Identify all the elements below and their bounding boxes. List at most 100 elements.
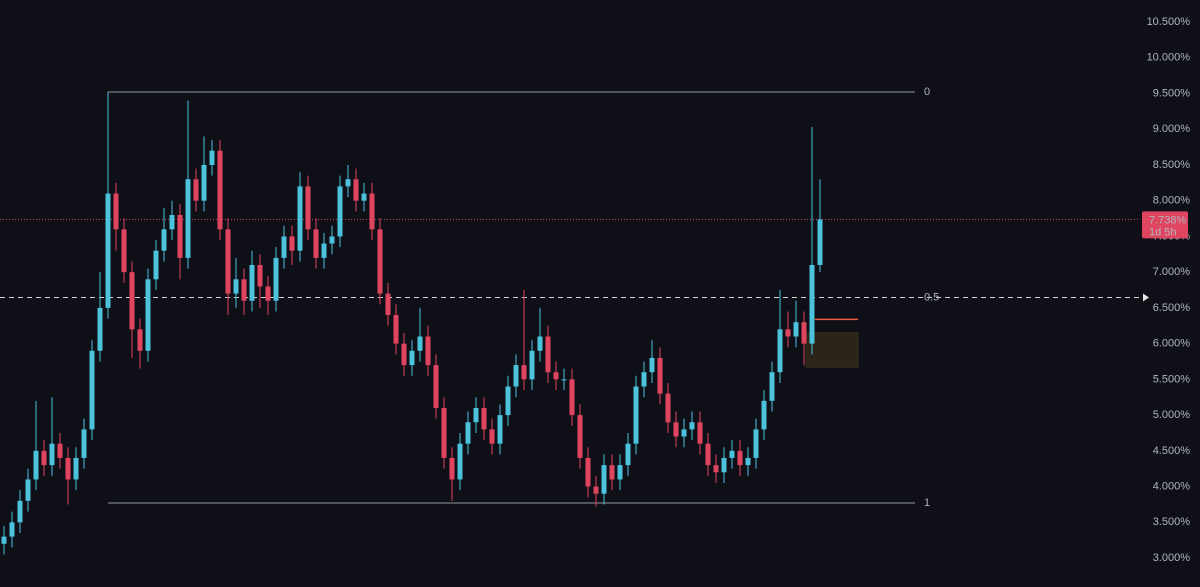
candle-body [321,243,327,258]
y-tick-label: 7.000% [1153,266,1191,278]
candle-body [9,522,15,537]
y-tick-label: 5.000% [1153,409,1191,421]
candle-body [369,193,375,230]
candle-body [761,400,767,430]
candle-body [553,372,559,380]
candle-body [81,429,87,458]
candle-body [537,336,543,351]
candle-body [609,465,615,480]
candle-body [409,350,415,366]
candle-body [633,386,639,444]
candle-body [193,179,199,201]
candle-body [713,465,719,473]
candle-body [177,214,183,258]
candle-body [249,265,255,301]
y-tick-label: 10.000% [1147,52,1191,64]
candle-body [137,329,143,351]
candle-body [41,450,47,466]
candle-body [129,272,135,330]
candle-body [345,179,351,187]
candle-body [441,407,447,458]
level-arrow [1143,293,1149,302]
candle-body [185,179,191,258]
y-tick-label: 5.500% [1153,373,1191,385]
candle-body [377,229,383,294]
candle-body [569,379,575,416]
candle-body [625,443,631,466]
candle-body [153,250,159,280]
candle-body [425,336,431,366]
candle-body [705,443,711,466]
candle-body [529,350,535,380]
candle-body [649,357,655,373]
candle-body [417,336,423,351]
candle-body [673,422,679,437]
candle-body [209,150,215,165]
candle-body [513,365,519,387]
candle-body [497,415,503,444]
candle-body [617,465,623,480]
candle-body [329,236,335,244]
candle-body [721,457,727,473]
candle-body [297,186,303,251]
candle-body [33,450,39,480]
candle-body [473,407,479,423]
candle-body [577,415,583,458]
candle-body [657,357,663,394]
zone [805,332,859,368]
candle-body [777,329,783,373]
level-label: 0.5 [924,291,939,303]
candle-body [121,229,127,273]
candle-body [665,393,671,423]
candle-body [785,329,791,337]
price-tag-countdown: 1d 5h [1149,226,1177,238]
price-tag-value: 7.738% [1149,214,1187,226]
candle-body [433,365,439,408]
y-tick-label: 3.000% [1153,552,1191,564]
candle-body [241,279,247,301]
candle-body [585,457,591,487]
y-tick-label: 8.500% [1153,159,1191,171]
y-tick-label: 6.000% [1153,338,1191,350]
candle-body [481,407,487,430]
candle-body [105,193,111,308]
candle-body [401,343,407,366]
candle-body [273,257,279,301]
candle-body [337,186,343,237]
level-label: 1 [924,497,930,509]
candle-body [521,365,527,380]
candle-body [65,457,71,480]
candle-body [1,536,7,544]
candle-body [385,293,391,316]
candle-body [689,422,695,430]
candle-body [393,315,399,344]
candle-body [145,279,151,351]
y-tick-label: 8.000% [1153,195,1191,207]
candle-body [161,229,167,251]
candle-body [169,214,175,230]
candle-body [233,279,239,294]
candle-body [17,500,23,523]
candle-body [697,422,703,444]
candle-body [465,422,471,444]
candle-body [561,379,567,381]
candle-body [449,457,455,480]
candle-body [353,179,359,201]
candle-body [257,265,263,287]
candle-body [89,350,95,430]
candle-body [817,219,823,266]
candle-body [505,386,511,416]
candle-body [57,443,63,458]
candle-body [801,322,807,344]
candle-body [545,336,551,373]
candle-body [593,486,599,494]
level-label: 0 [924,86,930,98]
y-tick-label: 9.500% [1153,87,1191,99]
candle-body [641,372,647,387]
candle-body [97,307,103,351]
candle-body [281,236,287,258]
price-tag [1142,211,1188,239]
candle-body [457,443,463,480]
candle-body [305,186,311,230]
